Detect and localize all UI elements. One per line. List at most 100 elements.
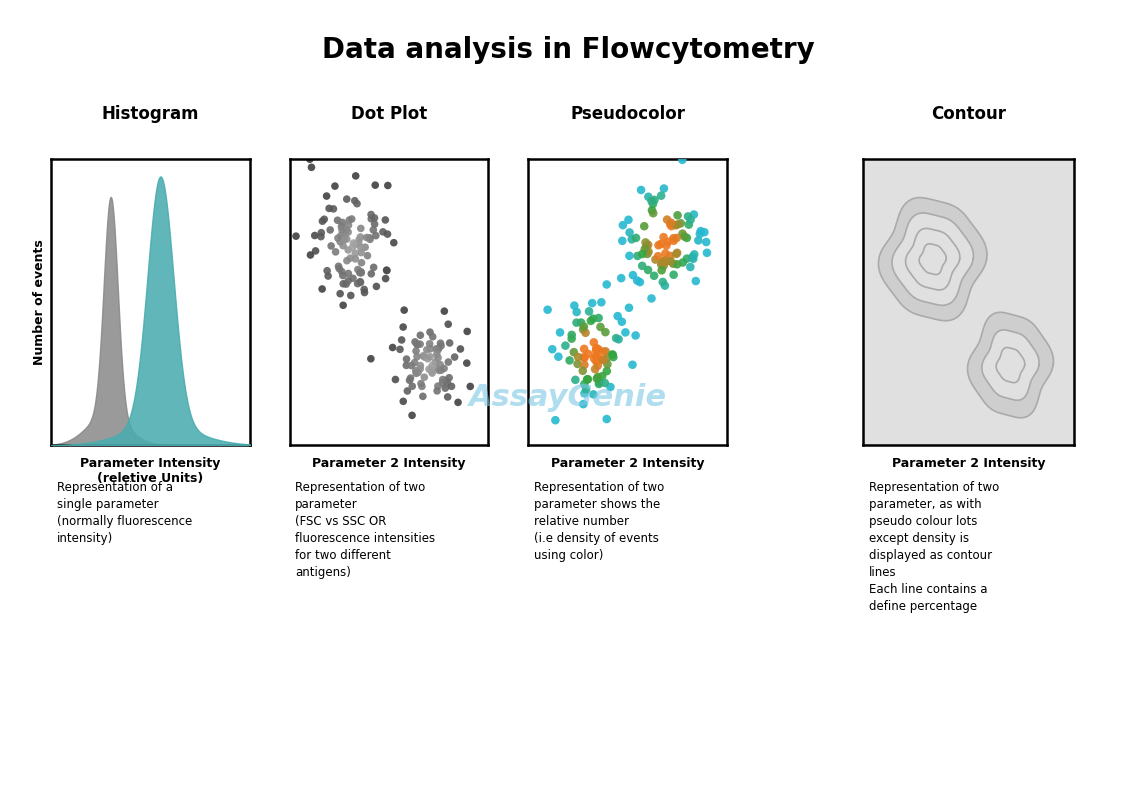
- Point: [329, 260, 348, 273]
- Point: [598, 413, 616, 425]
- Point: [627, 231, 645, 244]
- Point: [334, 270, 352, 282]
- Point: [576, 387, 594, 400]
- Point: [352, 246, 370, 259]
- Point: [427, 343, 445, 355]
- Point: [449, 396, 467, 409]
- Polygon shape: [982, 330, 1039, 400]
- Point: [414, 390, 432, 403]
- Point: [603, 348, 621, 361]
- Point: [698, 235, 716, 248]
- Point: [609, 310, 627, 323]
- Point: [652, 258, 670, 271]
- Point: [424, 359, 442, 372]
- Point: [592, 320, 610, 333]
- Point: [333, 266, 351, 278]
- Point: [361, 233, 379, 246]
- Point: [638, 247, 657, 260]
- Point: [358, 231, 376, 244]
- Text: Parameter 2 Intensity: Parameter 2 Intensity: [312, 457, 466, 470]
- Point: [588, 370, 607, 383]
- Point: [335, 233, 353, 246]
- Point: [436, 382, 454, 394]
- Point: [661, 250, 679, 262]
- Point: [657, 255, 675, 268]
- Point: [636, 242, 654, 255]
- Point: [668, 246, 686, 259]
- Point: [429, 342, 448, 355]
- Point: [587, 355, 605, 368]
- Point: [435, 362, 453, 374]
- Point: [344, 237, 362, 250]
- Point: [652, 189, 670, 202]
- Point: [306, 229, 324, 242]
- Polygon shape: [878, 198, 987, 320]
- Point: [575, 320, 593, 333]
- Point: [406, 356, 424, 369]
- Point: [409, 366, 427, 379]
- Point: [351, 275, 369, 288]
- Text: Pseudocolor: Pseudocolor: [570, 105, 685, 123]
- Point: [393, 334, 411, 347]
- Point: [649, 250, 667, 262]
- Point: [321, 223, 340, 236]
- Point: [362, 208, 381, 221]
- Point: [412, 380, 431, 393]
- Point: [391, 343, 409, 355]
- Point: [596, 326, 615, 339]
- Point: [575, 351, 593, 363]
- Point: [652, 238, 670, 250]
- Point: [423, 364, 441, 377]
- Point: [337, 233, 356, 246]
- Point: [671, 217, 690, 230]
- Point: [586, 363, 604, 375]
- Point: [624, 269, 642, 281]
- Point: [366, 218, 384, 231]
- Point: [566, 374, 584, 386]
- Point: [429, 351, 448, 364]
- Point: [419, 352, 437, 365]
- Point: [319, 270, 337, 282]
- Point: [568, 316, 586, 329]
- Point: [577, 383, 595, 396]
- Point: [594, 354, 612, 366]
- Point: [421, 326, 440, 339]
- Point: [307, 245, 325, 258]
- Point: [633, 247, 651, 260]
- Point: [428, 385, 446, 398]
- Point: [402, 359, 420, 372]
- Point: [351, 266, 369, 279]
- Point: [385, 236, 403, 249]
- Point: [441, 336, 459, 349]
- Point: [596, 345, 615, 358]
- Point: [665, 258, 683, 270]
- Text: AssayGenie: AssayGenie: [469, 383, 667, 412]
- Point: [437, 374, 456, 386]
- Point: [374, 226, 392, 238]
- Point: [314, 283, 332, 296]
- Point: [617, 326, 635, 339]
- Point: [632, 184, 650, 196]
- Point: [346, 246, 365, 259]
- Point: [349, 277, 367, 290]
- Point: [302, 161, 320, 173]
- Point: [356, 241, 374, 254]
- Point: [579, 373, 598, 386]
- Point: [435, 304, 453, 317]
- Point: [461, 380, 479, 393]
- Point: [401, 372, 419, 385]
- Polygon shape: [905, 228, 960, 290]
- Point: [636, 236, 654, 249]
- Point: [679, 219, 698, 231]
- Point: [590, 312, 608, 324]
- Point: [401, 374, 419, 386]
- Point: [652, 264, 670, 277]
- Point: [678, 252, 696, 265]
- Point: [588, 359, 607, 372]
- Point: [633, 259, 651, 272]
- Point: [562, 328, 580, 341]
- Point: [442, 380, 460, 393]
- Point: [334, 231, 352, 243]
- Point: [588, 353, 607, 366]
- Point: [568, 305, 586, 318]
